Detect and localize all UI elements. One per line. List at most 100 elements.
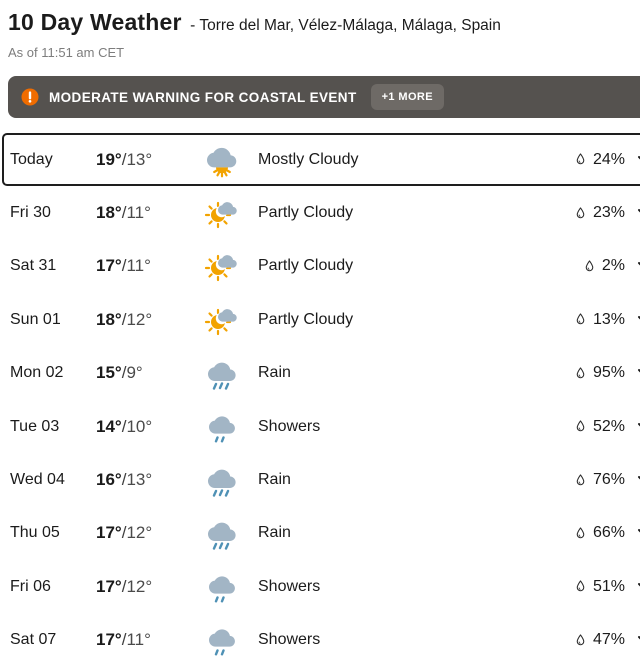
precip-percent: 23% (592, 204, 625, 222)
precipitation: 47% (573, 631, 640, 649)
chevron-down-icon[interactable] (636, 471, 640, 489)
forecast-row[interactable]: Tue 03 14°/10° Showers 52% (0, 399, 640, 454)
day-label: Mon 02 (10, 364, 64, 382)
temp-separator: / (121, 203, 127, 223)
day-label: Sun 01 (10, 310, 61, 328)
temp-separator: / (121, 363, 127, 383)
precip-percent: 2% (601, 257, 625, 275)
weather-alert-banner[interactable]: MODERATE WARNING FOR COASTAL EVENT +1 MO… (8, 76, 640, 118)
chevron-down-icon[interactable] (636, 364, 640, 382)
droplet-icon (576, 634, 585, 645)
precipitation: 13% (573, 311, 640, 329)
precipitation: 52% (573, 418, 640, 436)
condition-label: Rain (258, 524, 291, 542)
rain-icon (204, 355, 240, 391)
temp-separator: / (121, 416, 127, 436)
chevron-down-icon[interactable] (636, 204, 640, 222)
precipitation: 76% (573, 471, 640, 489)
low-temp: 11° (126, 256, 151, 276)
high-temp: 17° (96, 630, 122, 650)
low-temp: 9° (126, 363, 143, 383)
forecast-row[interactable]: Wed 04 16°/13° Rain 76% (0, 453, 640, 507)
precip-percent: 52% (592, 417, 625, 435)
low-temp: 12° (126, 523, 153, 543)
precipitation: 66% (573, 524, 640, 542)
alert-exclamation-icon (21, 88, 39, 106)
precipitation: 2% (582, 257, 640, 275)
low-temp: 13° (126, 149, 153, 169)
chevron-down-icon[interactable] (636, 151, 640, 169)
precipitation: 24% (573, 151, 640, 169)
temperature-range: 18°/11° (96, 203, 204, 223)
chevron-down-icon[interactable] (636, 631, 640, 649)
droplet-icon (576, 153, 585, 165)
temp-separator: / (121, 630, 127, 650)
forecast-row[interactable]: Fri 06 17°/12° Showers 51% (0, 560, 640, 614)
temperature-range: 19°/13° (96, 150, 204, 170)
day-label: Wed 04 (10, 471, 65, 489)
precipitation: 95% (573, 364, 640, 382)
as-of-timestamp: As of 11:51 am CET (8, 45, 125, 60)
chevron-down-icon[interactable] (636, 311, 640, 329)
temp-separator: / (121, 256, 127, 276)
condition-label: Partly Cloudy (258, 204, 354, 222)
temp-separator: / (121, 309, 127, 329)
forecast-row[interactable]: Sat 31 17°/11° Partly Cloudy (0, 239, 640, 294)
condition-label: Showers (258, 631, 321, 649)
low-temp: 12° (126, 309, 153, 329)
partly-cloudy-icon (204, 302, 240, 338)
precip-percent: 47% (592, 631, 625, 649)
temperature-range: 17°/12° (96, 577, 204, 597)
rain-icon (204, 515, 240, 551)
high-temp: 17° (96, 256, 122, 276)
high-temp: 18° (96, 309, 122, 329)
page-title: 10 Day Weather (8, 9, 182, 35)
precip-percent: 66% (592, 524, 625, 542)
precipitation: 51% (573, 578, 640, 596)
precip-percent: 24% (592, 150, 625, 168)
high-temp: 17° (96, 523, 122, 543)
day-label: Fri 06 (10, 577, 51, 595)
partly-cloudy-icon (204, 195, 240, 231)
more-alerts-button[interactable]: +1 MORE (370, 84, 445, 110)
forecast-row[interactable]: Today 19°/13° Mostly Cloudy 24% (2, 133, 640, 187)
droplet-icon (576, 313, 585, 325)
condition-label: Mostly Cloudy (258, 150, 359, 168)
day-label: Tue 03 (10, 417, 60, 435)
low-temp: 11° (126, 203, 151, 223)
temperature-range: 14°/10° (96, 417, 204, 437)
chevron-down-icon[interactable] (636, 257, 640, 275)
forecast-row[interactable]: Mon 02 15°/9° Rain 95% (0, 346, 640, 400)
droplet-icon (576, 420, 585, 432)
day-label: Thu 05 (10, 524, 60, 542)
temp-separator: / (121, 149, 127, 169)
condition-label: Partly Cloudy (258, 310, 354, 328)
precipitation: 23% (573, 204, 640, 222)
day-label: Sat 07 (10, 631, 57, 649)
showers-icon (204, 569, 240, 605)
droplet-icon (576, 473, 585, 485)
temperature-range: 15°/9° (96, 363, 204, 383)
high-temp: 18° (96, 203, 122, 223)
precip-percent: 95% (592, 364, 625, 382)
low-temp: 11° (126, 630, 151, 650)
day-label: Fri 30 (10, 204, 51, 222)
precip-percent: 13% (592, 310, 625, 328)
forecast-row[interactable]: Sun 01 18°/12° Partly Cloudy (0, 293, 640, 347)
alert-label: MODERATE WARNING FOR COASTAL EVENT (49, 89, 357, 105)
chevron-down-icon[interactable] (636, 578, 640, 596)
droplet-icon (576, 206, 585, 218)
high-temp: 14° (96, 416, 122, 436)
droplet-icon (576, 367, 585, 378)
condition-label: Partly Cloudy (258, 257, 354, 275)
condition-label: Showers (258, 417, 321, 435)
high-temp: 16° (96, 470, 122, 490)
chevron-down-icon[interactable] (636, 418, 640, 436)
precip-percent: 51% (592, 577, 625, 595)
forecast-row[interactable]: Sat 07 17°/11° Showers 47% (0, 613, 640, 657)
mostly-cloudy-icon (204, 142, 240, 178)
chevron-down-icon[interactable] (636, 524, 640, 542)
forecast-row[interactable]: Fri 30 18°/11° Partly Cloudy (0, 186, 640, 240)
day-label: Today (10, 150, 53, 168)
forecast-row[interactable]: Thu 05 17°/12° Rain 66% (0, 506, 640, 561)
